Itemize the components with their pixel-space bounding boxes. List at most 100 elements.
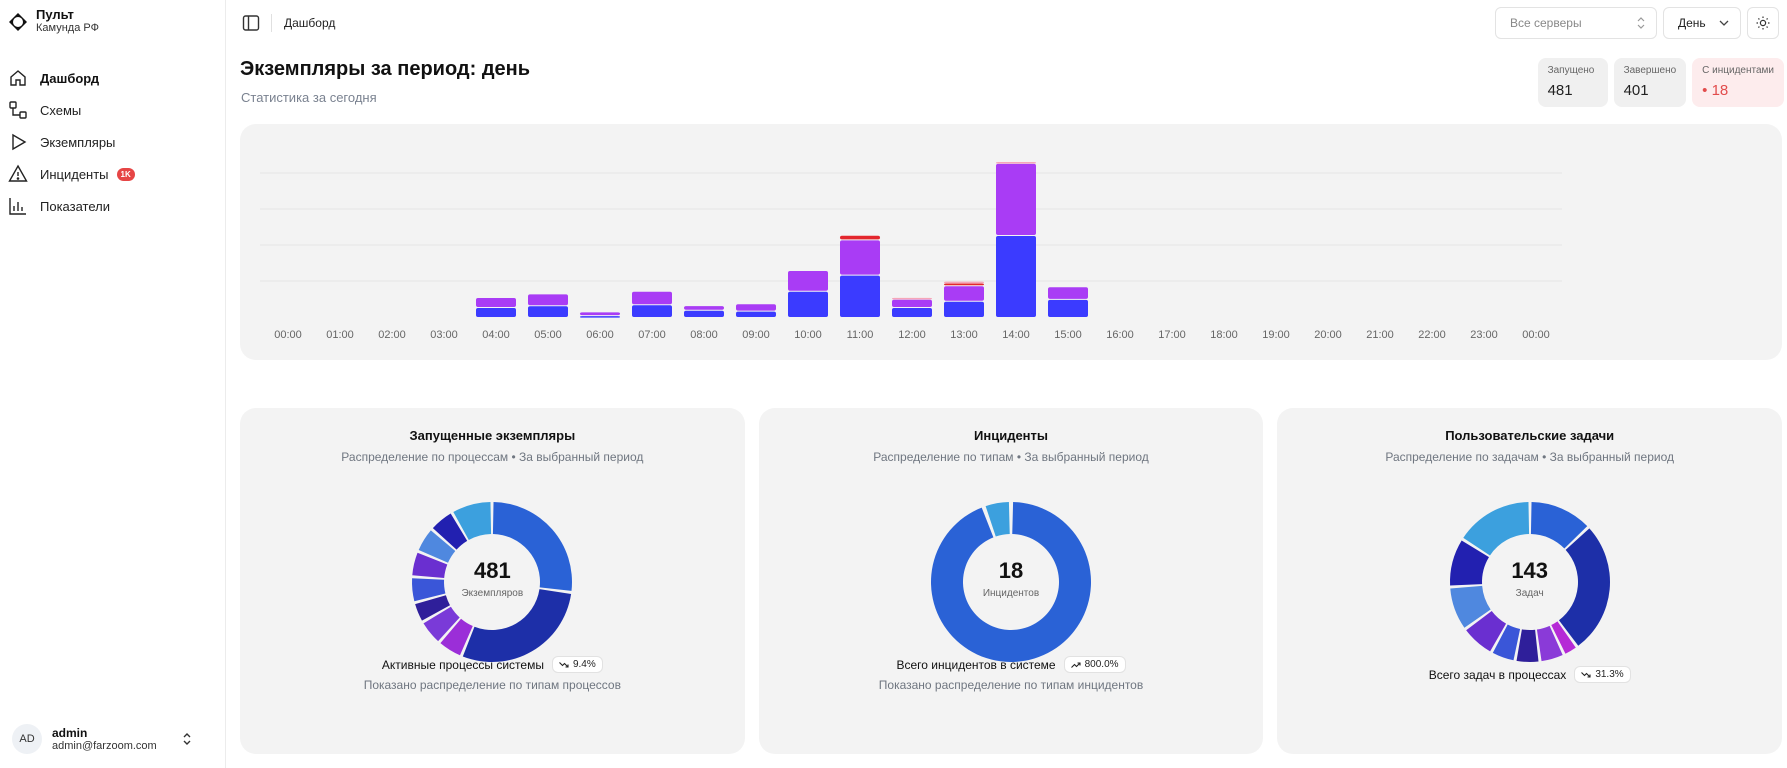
x-tick-label: 13:00: [950, 329, 978, 341]
incidents-donut-chart: [931, 502, 1091, 662]
trend-value: 9.4%: [572, 659, 596, 670]
x-tick-label: 05:00: [534, 329, 562, 341]
bar-segment[interactable]: [944, 301, 984, 317]
donut-slice[interactable]: [1550, 621, 1576, 654]
donut-slice[interactable]: [415, 595, 451, 621]
trend-badge: 31.3%: [1574, 666, 1631, 683]
donut-center: 143 Задач: [1460, 558, 1600, 599]
bar-segment[interactable]: [476, 298, 516, 307]
bar-segment[interactable]: [1048, 299, 1088, 317]
donut-slice[interactable]: [1530, 502, 1587, 549]
bar-segment[interactable]: [528, 306, 568, 317]
sidebar-item-label: Экземпляры: [40, 134, 116, 150]
bar-segment[interactable]: [528, 294, 568, 306]
donut-slice[interactable]: [419, 530, 456, 563]
donut-total: 143: [1511, 558, 1549, 583]
donut-slice[interactable]: [985, 502, 1010, 537]
bar-segment[interactable]: [892, 299, 932, 307]
period-select[interactable]: День: [1663, 7, 1741, 39]
donut-slice[interactable]: [453, 502, 492, 540]
bar-segment[interactable]: [996, 162, 1036, 164]
x-tick-label: 20:00: [1314, 329, 1342, 341]
donut-slice[interactable]: [1558, 528, 1610, 646]
bar-segment[interactable]: [892, 297, 932, 300]
donut-slice[interactable]: [412, 578, 446, 602]
donut-slice[interactable]: [1449, 585, 1491, 628]
sidebar-toggle-icon: [242, 15, 260, 31]
sidebar-item-schemes[interactable]: Схемы: [8, 94, 218, 126]
donut-slice[interactable]: [433, 513, 468, 550]
sidebar-item-incidents[interactable]: Инциденты 1K: [8, 158, 218, 190]
bar-segment[interactable]: [788, 291, 828, 317]
chevron-updown-icon[interactable]: [180, 731, 194, 747]
hourly-bar-chart-card: 00:00 01:00 02:00 03:00 04:00 05:00 06:00 07:00…: [240, 124, 1782, 360]
sidebar-nav: Дашборд Схемы Экземпляры Инциденты 1K По…: [8, 62, 218, 222]
donut-slice[interactable]: [1516, 629, 1539, 662]
user-menu[interactable]: AD admin admin@farzoom.com: [12, 724, 192, 754]
header-divider: [271, 14, 272, 32]
sidebar-toggle-button[interactable]: [237, 9, 265, 37]
donut-total: 18: [998, 558, 1024, 583]
donut-slice[interactable]: [463, 589, 572, 662]
bar-segment[interactable]: [840, 275, 880, 317]
card-subtitle: Распределение по процессам • За выбранны…: [341, 450, 644, 464]
bar-segment[interactable]: [788, 271, 828, 291]
donut-card-tasks: Пользовательские задачи Распределение по…: [1277, 408, 1783, 754]
donut-slice[interactable]: [931, 502, 1091, 662]
donut-slice[interactable]: [1462, 502, 1529, 556]
trend-down-icon: [1581, 671, 1591, 678]
donut-label: Задач: [1515, 588, 1544, 599]
bar-segment[interactable]: [944, 283, 984, 286]
bar-segment[interactable]: [736, 311, 776, 317]
donut-slice[interactable]: [1465, 610, 1506, 652]
bar-segment[interactable]: [840, 240, 880, 275]
bar-segment[interactable]: [1048, 287, 1088, 299]
bar-segment[interactable]: [580, 316, 620, 318]
bar-segment[interactable]: [996, 236, 1036, 317]
bar-segment[interactable]: [684, 310, 724, 317]
bar-segment[interactable]: [684, 306, 724, 310]
donut-card-incidents: Инциденты Распределение по типам • За вы…: [758, 408, 1264, 754]
bar-segment[interactable]: [996, 163, 1036, 235]
x-tick-label: 21:00: [1366, 329, 1394, 341]
bar-segment[interactable]: [736, 304, 776, 311]
x-tick-label: 02:00: [378, 329, 406, 341]
server-select[interactable]: Все серверы: [1495, 7, 1657, 39]
stat-label: Запущено: [1547, 65, 1595, 76]
donut-slice[interactable]: [1492, 624, 1520, 661]
bar-segment[interactable]: [632, 291, 672, 305]
card-footer: Всего задач в процессах 31.3%: [1277, 666, 1782, 683]
distribution-cards: Запущенные экземпляры Распределение по п…: [240, 408, 1783, 754]
sidebar-item-metrics[interactable]: Показатели: [8, 190, 218, 222]
donut-slice[interactable]: [412, 552, 448, 578]
donut-slice[interactable]: [1449, 540, 1489, 586]
sidebar-item-instances[interactable]: Экземпляры: [8, 126, 218, 158]
logo-icon: [9, 12, 27, 31]
donut-slice[interactable]: [493, 502, 573, 591]
sidebar-item-label: Схемы: [40, 102, 82, 118]
breadcrumb[interactable]: Дашборд: [284, 16, 336, 30]
x-tick-label: 14:00: [1002, 329, 1030, 341]
sidebar-item-dashboard[interactable]: Дашборд: [8, 62, 218, 94]
bar-segment[interactable]: [476, 308, 516, 317]
sidebar: Пульт Камунда РФ Дашборд Схемы Экземпляр…: [0, 0, 226, 768]
bar-segment[interactable]: [892, 308, 932, 317]
header-controls: Все серверы День: [1495, 7, 1779, 39]
bar-segment[interactable]: [580, 312, 620, 316]
theme-toggle-button[interactable]: [1747, 7, 1779, 39]
donut-slice[interactable]: [1536, 625, 1563, 662]
bar-segment[interactable]: [632, 305, 672, 317]
x-tick-label: 09:00: [742, 329, 770, 341]
trend-down-icon: [559, 661, 569, 668]
bar-segment[interactable]: [944, 281, 984, 284]
brand[interactable]: Пульт Камунда РФ: [8, 8, 99, 35]
x-tick-label: 07:00: [638, 329, 666, 341]
donut-slice[interactable]: [423, 606, 460, 642]
donut-slice[interactable]: [440, 618, 474, 656]
trend-badge: 800.0%: [1063, 656, 1126, 673]
sidebar-item-label: Показатели: [40, 198, 110, 214]
bar-segment[interactable]: [944, 286, 984, 301]
play-icon: [12, 133, 27, 151]
bar-segment[interactable]: [840, 235, 880, 240]
x-tick-label: 04:00: [482, 329, 510, 341]
